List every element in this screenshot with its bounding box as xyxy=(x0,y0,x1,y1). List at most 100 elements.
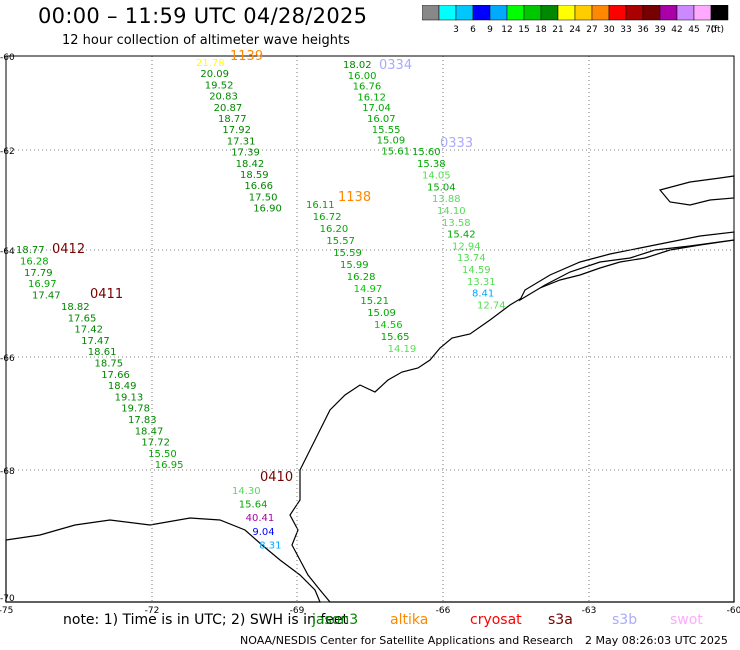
wave-height-value: 14.56 xyxy=(374,320,403,331)
wave-height-value: 14.59 xyxy=(462,265,491,276)
wave-height-value: 16.97 xyxy=(28,279,57,290)
longitude-label: -63 xyxy=(582,606,597,616)
wave-height-value: 18.02 xyxy=(343,60,372,71)
wave-height-value: 15.64 xyxy=(239,500,268,511)
latitude-label: -62 xyxy=(0,147,15,157)
wave-height-value: 20.83 xyxy=(209,92,238,103)
wave-height-value: 18.77 xyxy=(16,245,45,256)
wave-height-value: 15.65 xyxy=(381,332,410,343)
pass-time-label: 1139 xyxy=(230,49,263,64)
wave-height-value: 16.00 xyxy=(348,71,377,82)
wave-height-value: 16.12 xyxy=(357,92,386,103)
footer-note: note: 1) Time is in UTC; 2) SWH is in fe… xyxy=(63,612,349,628)
wave-height-value: 16.07 xyxy=(367,114,396,125)
wave-height-value: 13.31 xyxy=(467,277,496,288)
longitude-label: -75 xyxy=(0,606,13,616)
wave-height-value: 16.95 xyxy=(155,460,184,471)
wave-height-value: 14.05 xyxy=(422,171,451,182)
scale-tick-label: 33 xyxy=(620,25,631,35)
longitude-label: -66 xyxy=(436,606,451,616)
wave-height-value: 15.59 xyxy=(333,248,362,259)
satellite-legend-item: s3b xyxy=(612,612,638,628)
wave-height-value: 19.78 xyxy=(121,404,150,415)
footer-credit: NOAA/NESDIS Center for Satellite Applica… xyxy=(240,634,574,647)
wave-height-value: 15.55 xyxy=(372,125,401,136)
scale-tick-label: 6 xyxy=(470,25,476,35)
scale-tick-label: 18 xyxy=(535,25,547,35)
wave-height-value: 17.92 xyxy=(222,125,251,136)
wave-height-value: 13.58 xyxy=(442,218,471,229)
wave-height-value: 17.66 xyxy=(101,370,130,381)
wave-height-value: 15.09 xyxy=(367,308,396,319)
wave-height-value: 17.47 xyxy=(81,336,110,347)
wave-height-value: 16.66 xyxy=(244,181,273,192)
land-outline xyxy=(5,517,321,603)
latitude-label: -64 xyxy=(0,247,15,257)
map-frame xyxy=(5,55,735,603)
longitude-label: -72 xyxy=(145,606,160,616)
wave-height-value: 15.42 xyxy=(447,230,476,241)
wave-height-value: 17.47 xyxy=(32,291,61,302)
wave-height-value: 18.82 xyxy=(61,302,90,313)
scale-tick-label: 15 xyxy=(518,25,529,35)
wave-height-value: 17.04 xyxy=(362,103,391,114)
scale-tick-label: 36 xyxy=(637,25,649,35)
satellite-legend-item: cryosat xyxy=(470,612,522,628)
wave-height-value: 14.97 xyxy=(354,284,383,295)
wave-height-value: 14.19 xyxy=(388,344,417,355)
map-subtitle: 12 hour collection of altimeter wave hei… xyxy=(62,33,350,48)
scale-tick-label: 27 xyxy=(586,25,597,35)
scale-tick-label: 24 xyxy=(569,25,581,35)
pass-time-label: 0411 xyxy=(90,287,123,302)
wave-height-value: 16.11 xyxy=(306,200,335,211)
pass-time-label: 0410 xyxy=(260,470,293,485)
longitude-label: -69 xyxy=(290,606,305,616)
scale-tick-label: 12 xyxy=(501,25,512,35)
wave-height-value: 14.30 xyxy=(232,486,261,497)
wave-height-value: 17.72 xyxy=(141,438,170,449)
wave-height-value: 40.41 xyxy=(246,513,275,524)
wave-height-value: 17.50 xyxy=(249,192,278,203)
pass-time-label: 0334 xyxy=(379,58,412,73)
latitude-label: -70 xyxy=(0,594,15,604)
wave-height-value: 15.38 xyxy=(417,159,446,170)
scale-tick-label: 45 xyxy=(688,25,699,35)
wave-height-value: 13.88 xyxy=(432,194,461,205)
footer-date: 2 May 08:26:03 UTC 2025 xyxy=(585,634,728,647)
wave-height-value: 8.41 xyxy=(472,289,494,300)
wave-height-value: 18.77 xyxy=(218,114,247,125)
longitude-label: -60 xyxy=(727,606,740,616)
wave-height-value: 14.10 xyxy=(437,206,466,217)
wave-height-value: 17.79 xyxy=(24,268,53,279)
pass-time-label: 1138 xyxy=(338,190,371,205)
wave-height-value: 15.57 xyxy=(326,236,355,247)
land-outline xyxy=(289,239,735,603)
wave-height-value: 8.31 xyxy=(259,540,281,551)
wave-height-value: 15.50 xyxy=(148,449,177,460)
latitude-label: -68 xyxy=(0,467,15,477)
wave-height-value: 21.78 xyxy=(196,58,225,69)
scale-tick-label: 9 xyxy=(487,25,493,35)
wave-height-value: 17.42 xyxy=(74,325,103,336)
wave-height-value: 12.94 xyxy=(452,241,481,252)
scale-tick-label: 3 xyxy=(453,25,459,35)
scale-swatch xyxy=(710,5,729,21)
wave-height-value: 18.47 xyxy=(135,426,164,437)
wave-height-value: 15.09 xyxy=(377,136,406,147)
wave-height-value: 16.28 xyxy=(347,272,376,283)
latitude-label: -66 xyxy=(0,354,15,364)
wave-height-value: 19.52 xyxy=(205,80,234,91)
wave-height-value: 18.75 xyxy=(95,359,124,370)
satellite-legend-item: jason3 xyxy=(312,612,359,628)
land-outline xyxy=(658,175,735,206)
wave-height-value: 17.65 xyxy=(68,313,97,324)
pass-time-label: 0333 xyxy=(440,136,473,151)
scale-tick-label: 42 xyxy=(671,25,682,35)
wave-height-value: 15.61 xyxy=(381,146,410,157)
wave-height-value: 16.28 xyxy=(20,256,49,267)
satellite-legend-item: swot xyxy=(670,612,703,628)
wave-height-value: 12.74 xyxy=(477,300,506,311)
satellite-legend-item: s3a xyxy=(548,612,573,628)
wave-height-value: 15.04 xyxy=(427,182,456,193)
